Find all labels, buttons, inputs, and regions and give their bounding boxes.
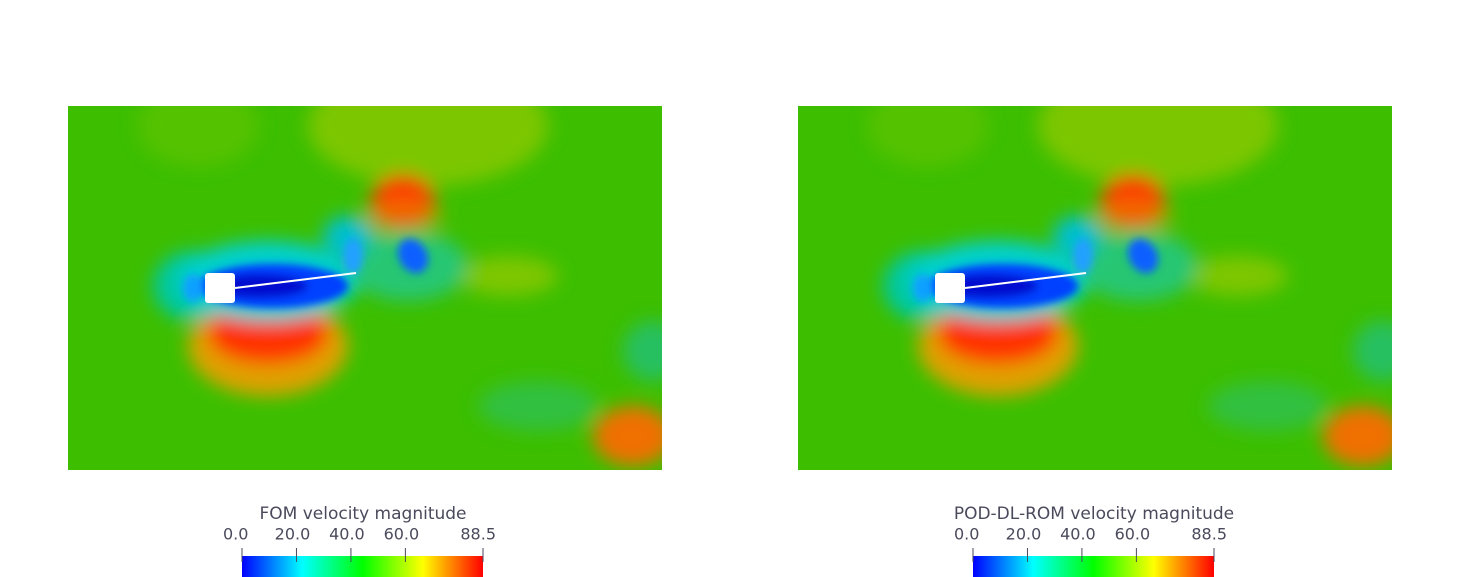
tick-label: 20.0 (1006, 525, 1042, 544)
tick-label: 88.5 (460, 525, 496, 544)
tick-label: 0.0 (223, 525, 248, 544)
tick-label: 0.0 (954, 525, 979, 544)
panel: FOM velocity magnitude 0.0 20.0 40.0 60.0 88.… (68, 106, 662, 577)
velocity-field (68, 106, 662, 470)
field-group (798, 106, 1392, 470)
tick-label: 88.5 (1191, 525, 1227, 544)
obstacle (935, 273, 965, 303)
colorbar (973, 556, 1214, 577)
tick-label: 40.0 (1060, 525, 1096, 544)
field-group (68, 106, 662, 470)
flap (234, 272, 357, 289)
tick-label: 60.0 (384, 525, 420, 544)
tick-label: 60.0 (1115, 525, 1151, 544)
flap (964, 272, 1087, 289)
velocity-field (798, 106, 1392, 470)
tick-label: 20.0 (275, 525, 311, 544)
colorbar-title: POD-DL-ROM velocity magnitude (954, 504, 1234, 524)
colorbar (242, 556, 483, 577)
obstacle (205, 273, 235, 303)
colorbar-title: FOM velocity magnitude (259, 504, 466, 524)
tick-label: 40.0 (329, 525, 365, 544)
